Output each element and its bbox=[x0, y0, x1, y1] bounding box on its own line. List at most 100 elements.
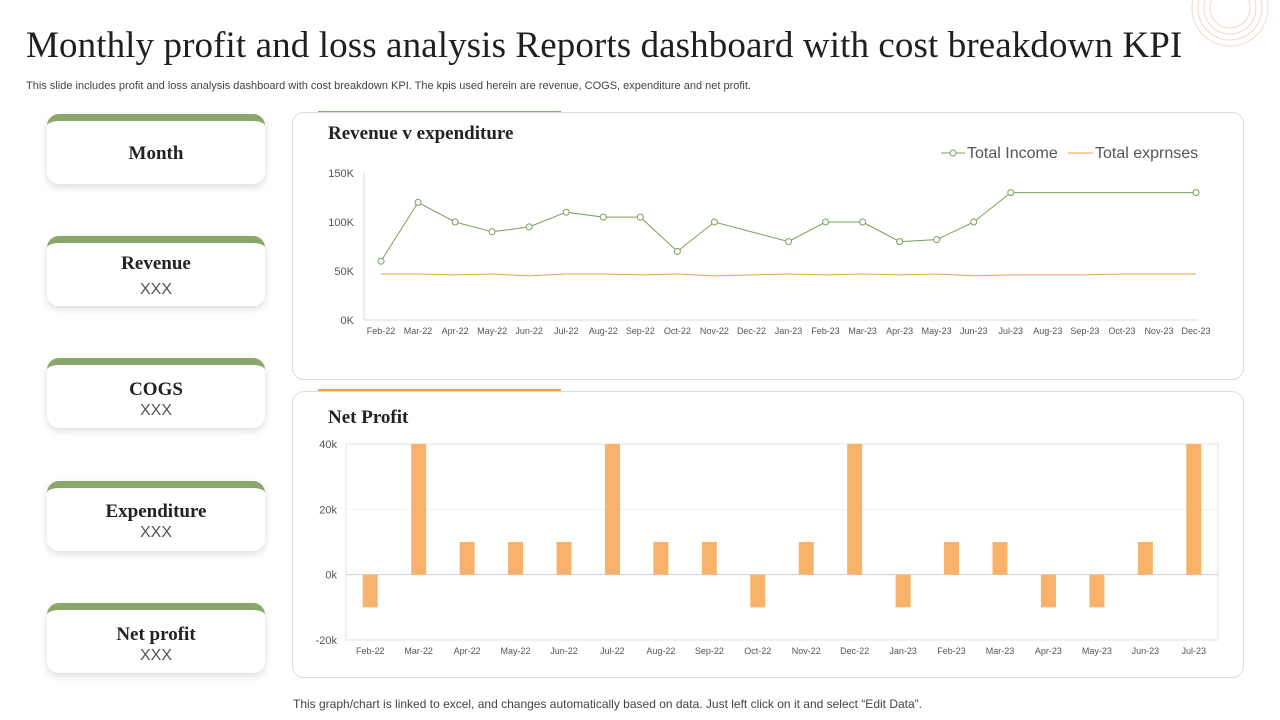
x-tick-label: Dec-22 bbox=[737, 326, 766, 336]
x-tick-label: Jul-22 bbox=[600, 646, 625, 656]
x-tick-label: Sep-22 bbox=[626, 326, 655, 336]
data-point bbox=[710, 218, 718, 226]
bar-jan-23 bbox=[895, 574, 911, 608]
revenue-expenditure-chart[interactable]: 0K 50K 100K 150K Feb-22 Mar-22 Apr-22 May-22 Jun… bbox=[293, 113, 1243, 379]
x-tick-label: Apr-23 bbox=[1035, 646, 1062, 656]
bar-feb-22 bbox=[362, 574, 378, 608]
data-point bbox=[562, 208, 570, 216]
bar-nov-22 bbox=[798, 542, 814, 575]
x-tick-label: Aug-22 bbox=[589, 326, 618, 336]
data-point bbox=[636, 213, 644, 221]
kpi-card-revenue: Revenue XXX bbox=[47, 236, 265, 306]
series-line-total-expenses bbox=[381, 273, 1196, 277]
bar-may-23 bbox=[1089, 574, 1105, 608]
y-tick-label: 40k bbox=[319, 439, 337, 451]
kpi-label: Net profit bbox=[116, 624, 196, 645]
data-point bbox=[970, 218, 978, 226]
data-point bbox=[451, 218, 459, 226]
x-tick-label: Dec-23 bbox=[1181, 326, 1210, 336]
x-tick-label: May-23 bbox=[1082, 646, 1112, 656]
x-tick-label: Apr-22 bbox=[442, 326, 469, 336]
kpi-card-month: Month bbox=[47, 114, 265, 184]
plot-area bbox=[345, 443, 1219, 641]
bar-apr-22 bbox=[459, 542, 475, 575]
bar-oct-22 bbox=[750, 574, 766, 608]
data-point bbox=[414, 198, 422, 206]
data-point bbox=[896, 238, 904, 246]
footnote: This graph/chart is linked to excel, and… bbox=[293, 697, 922, 711]
kpi-label: Expenditure bbox=[105, 501, 207, 522]
kpi-value: XXX bbox=[139, 402, 172, 419]
page-title: Monthly profit and loss analysis Reports… bbox=[26, 25, 1183, 66]
x-tick-label: Mar-23 bbox=[986, 646, 1015, 656]
decorative-rings-icon bbox=[1170, 0, 1280, 50]
kpi-value: XXX bbox=[139, 524, 172, 541]
y-tick-label: -20k bbox=[316, 635, 338, 647]
x-tick-label: Sep-23 bbox=[1070, 326, 1099, 336]
data-point bbox=[822, 218, 830, 226]
bar-mar-23 bbox=[992, 542, 1008, 575]
data-point bbox=[488, 228, 496, 236]
legend-marker bbox=[949, 149, 957, 157]
bar-jun-22 bbox=[556, 542, 572, 575]
kpi-label: Month bbox=[128, 143, 184, 164]
x-tick-label: Dec-22 bbox=[840, 646, 869, 656]
x-tick-label: Jun-22 bbox=[515, 326, 543, 336]
kpi-card-cogs: COGS XXX bbox=[47, 358, 265, 428]
bar-may-22 bbox=[508, 542, 524, 575]
x-tick-label: Jul-22 bbox=[554, 326, 579, 336]
kpi-card-net-profit: Net profit XXX bbox=[47, 603, 265, 673]
data-point bbox=[377, 257, 385, 265]
x-tick-label: Sep-22 bbox=[695, 646, 724, 656]
net-profit-chart[interactable]: -20k 0k 20k 40k Feb-22 Mar-22 Apr-22 May-22 Jun-… bbox=[293, 392, 1243, 677]
x-tick-label: Feb-22 bbox=[356, 646, 385, 656]
bar-aug-22 bbox=[653, 542, 669, 575]
x-tick-label: May-22 bbox=[501, 646, 531, 656]
net-profit-panel: Net Profit -20k 0k 20k 40k Feb-22 Mar-22 Apr-2… bbox=[292, 391, 1244, 678]
bar-sep-22 bbox=[701, 542, 717, 575]
x-tick-label: Jun-22 bbox=[550, 646, 578, 656]
y-tick-label: 50K bbox=[334, 266, 354, 278]
page-subtitle: This slide includes profit and loss anal… bbox=[26, 80, 751, 92]
y-tick-label: 0K bbox=[341, 315, 355, 327]
data-point bbox=[599, 213, 607, 221]
bar-jul-22 bbox=[604, 444, 620, 575]
y-tick-label: 0k bbox=[325, 570, 337, 582]
x-tick-label: Aug-23 bbox=[1033, 326, 1062, 336]
kpi-card-expenditure: Expenditure XXX bbox=[47, 481, 265, 551]
x-tick-label: May-22 bbox=[477, 326, 507, 336]
bar-dec-22 bbox=[847, 444, 863, 575]
bar-chart-title: Net Profit bbox=[328, 407, 409, 428]
line-chart-title: Revenue v expenditure bbox=[328, 123, 514, 144]
kpi-label: Revenue bbox=[121, 253, 191, 274]
x-tick-label: Oct-22 bbox=[744, 646, 771, 656]
x-tick-label: Nov-22 bbox=[792, 646, 821, 656]
x-tick-label: Jan-23 bbox=[775, 326, 803, 336]
x-tick-label: Jul-23 bbox=[1182, 646, 1207, 656]
y-tick-label: 20k bbox=[319, 504, 337, 516]
data-point bbox=[1192, 189, 1200, 197]
x-tick-label: Feb-23 bbox=[937, 646, 966, 656]
x-tick-label: Mar-22 bbox=[404, 326, 433, 336]
x-tick-label: Jun-23 bbox=[1132, 646, 1160, 656]
x-tick-label: Aug-22 bbox=[646, 646, 675, 656]
bar-jun-23 bbox=[1137, 542, 1153, 575]
bar-feb-23 bbox=[944, 542, 960, 575]
x-tick-label: Mar-22 bbox=[404, 646, 433, 656]
x-tick-label: Jun-23 bbox=[960, 326, 988, 336]
x-tick-label: Apr-23 bbox=[886, 326, 913, 336]
x-tick-label: Oct-22 bbox=[664, 326, 691, 336]
x-tick-label: Nov-22 bbox=[700, 326, 729, 336]
y-tick-label: 150K bbox=[328, 168, 354, 180]
kpi-value: XXX bbox=[139, 281, 172, 298]
x-tick-label: Jul-23 bbox=[999, 326, 1024, 336]
data-point bbox=[785, 238, 792, 246]
panel-accent-orange bbox=[318, 389, 561, 391]
x-tick-label: Oct-23 bbox=[1108, 326, 1135, 336]
series-line-total-income bbox=[380, 192, 1196, 262]
x-tick-label: Feb-22 bbox=[367, 326, 396, 336]
x-tick-label: May-23 bbox=[922, 326, 952, 336]
data-point bbox=[1007, 189, 1015, 197]
legend-label: Total exprnses bbox=[1095, 145, 1198, 162]
kpi-label: COGS bbox=[129, 379, 183, 400]
